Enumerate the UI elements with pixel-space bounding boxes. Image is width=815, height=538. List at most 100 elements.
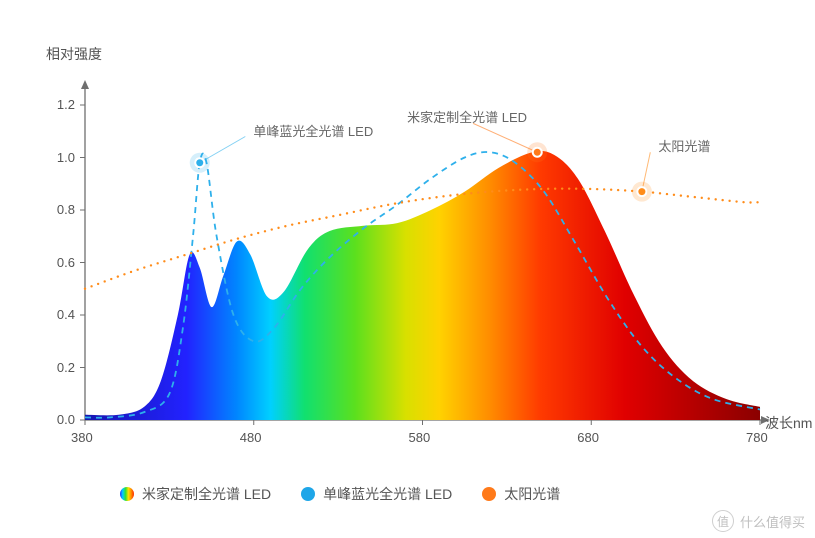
watermark: 值 什么值得买 [712, 510, 805, 532]
sun-curve-dot [237, 237, 239, 239]
sun-curve-dot [547, 188, 549, 190]
sun-curve-dot [223, 241, 225, 243]
sun-curve-dot [449, 194, 451, 196]
sun-curve-dot [456, 194, 458, 196]
sun-curve-dot [491, 190, 493, 192]
sun-curve-dot [339, 214, 341, 216]
sun-curve-dot [596, 188, 598, 190]
sun-curve-dot [680, 194, 682, 196]
sun-curve-dot [477, 191, 479, 193]
sun-curve-dot [498, 190, 500, 192]
sun-curve-dot [394, 202, 396, 204]
sun-curve-dot [143, 266, 145, 268]
sun-curve-dot [589, 188, 591, 190]
sun-curve-dot [217, 243, 219, 245]
x-tick-label: 680 [577, 430, 599, 445]
y-tick-label: 0.2 [57, 360, 75, 375]
sun-curve-dot [380, 205, 382, 207]
sun-curve-dot [742, 201, 744, 203]
sun-curve-dot [694, 196, 696, 198]
x-tick-label: 580 [409, 430, 431, 445]
sun-curve-dot [463, 193, 465, 195]
legend-item: 单峰蓝光全光谱 LED [301, 484, 452, 504]
sun-curve-dot [190, 252, 192, 254]
sun-curve-dot [163, 260, 165, 262]
sun-curve-dot [512, 189, 514, 191]
sun-curve-dot [435, 196, 437, 198]
annotation-label: 米家定制全光谱 LED [407, 107, 527, 126]
sun-curve-dot [421, 198, 423, 200]
sun-curve-dot [277, 227, 279, 229]
sun-curve-dot [610, 189, 612, 191]
y-axis-title: 相对强度 [46, 44, 102, 64]
legend-label: 太阳光谱 [504, 484, 560, 504]
sun-curve-dot [117, 275, 119, 277]
chart-svg [0, 0, 815, 538]
sun-curve-dot [264, 230, 266, 232]
sun-curve-dot [735, 200, 737, 202]
sun-curve-dot [97, 283, 99, 285]
legend-label: 单峰蓝光全光谱 LED [323, 484, 452, 504]
sun-curve-dot [305, 221, 307, 223]
watermark-badge-icon: 值 [712, 510, 734, 532]
sun-curve-dot [177, 256, 179, 258]
legend-item: 太阳光谱 [482, 484, 560, 504]
sun-curve-dot [170, 258, 172, 260]
sun-curve-dot [673, 194, 675, 196]
sun-curve-dot [756, 201, 758, 203]
sun-curve-dot [103, 280, 105, 282]
sun-curve-dot [442, 195, 444, 197]
legend-swatch-icon [301, 487, 315, 501]
sun-curve-dot [284, 225, 286, 227]
x-tick-label: 780 [746, 430, 768, 445]
y-tick-label: 0.6 [57, 255, 75, 270]
sun-curve-dot [554, 188, 556, 190]
sun-curve-dot [582, 188, 584, 190]
sun-curve-dot [243, 235, 245, 237]
sun-curve-dot [156, 262, 158, 264]
legend-label: 米家定制全光谱 LED [142, 484, 271, 504]
sun-curve-dot [250, 234, 252, 236]
sun-curve-dot [701, 197, 703, 199]
sun-curve-dot [728, 200, 730, 202]
y-tick-label: 0.8 [57, 202, 75, 217]
watermark-text: 什么值得买 [740, 512, 805, 531]
sun-curve-dot [183, 254, 185, 256]
sun-curve-dot [666, 193, 668, 195]
sun-curve-dot [353, 211, 355, 213]
sun-curve-dot [714, 198, 716, 200]
sun-curve-dot [230, 239, 232, 241]
sun-curve-dot [540, 188, 542, 190]
sun-curve-dot [708, 197, 710, 199]
x-axis-title: 波长nm [765, 413, 812, 433]
sun-curve-dot [203, 248, 205, 250]
sun-curve-dot [197, 250, 199, 252]
sun-curve-dot [484, 191, 486, 193]
sun-curve-dot [318, 218, 320, 220]
legend-swatch-icon [120, 487, 134, 501]
sun-curve-dot [659, 192, 661, 194]
sun-curve-dot [561, 187, 563, 189]
sun-curve-dot [136, 268, 138, 270]
sun-curve-dot [312, 219, 314, 221]
sun-curve-dot [373, 206, 375, 208]
sun-curve-dot [687, 195, 689, 197]
sun-curve-dot [415, 199, 417, 201]
sun-curve-dot [346, 212, 348, 214]
sun-curve-dot [526, 188, 528, 190]
sun-curve-dot [325, 216, 327, 218]
sun-curve-dot [470, 192, 472, 194]
sun-curve-dot [387, 204, 389, 206]
y-tick-label: 0.0 [57, 412, 75, 427]
sun-curve-dot [603, 188, 605, 190]
x-tick-label: 480 [240, 430, 262, 445]
sun-curve-dot [505, 189, 507, 191]
sun-curve-dot [257, 232, 259, 234]
y-tick-label: 1.2 [57, 97, 75, 112]
legend-item: 米家定制全光谱 LED [120, 484, 271, 504]
sun-curve-dot [533, 188, 535, 190]
sun-curve-dot [90, 285, 92, 287]
sun-curve-dot [408, 200, 410, 202]
sun-curve-dot [519, 189, 521, 191]
sun-curve-dot [575, 188, 577, 190]
